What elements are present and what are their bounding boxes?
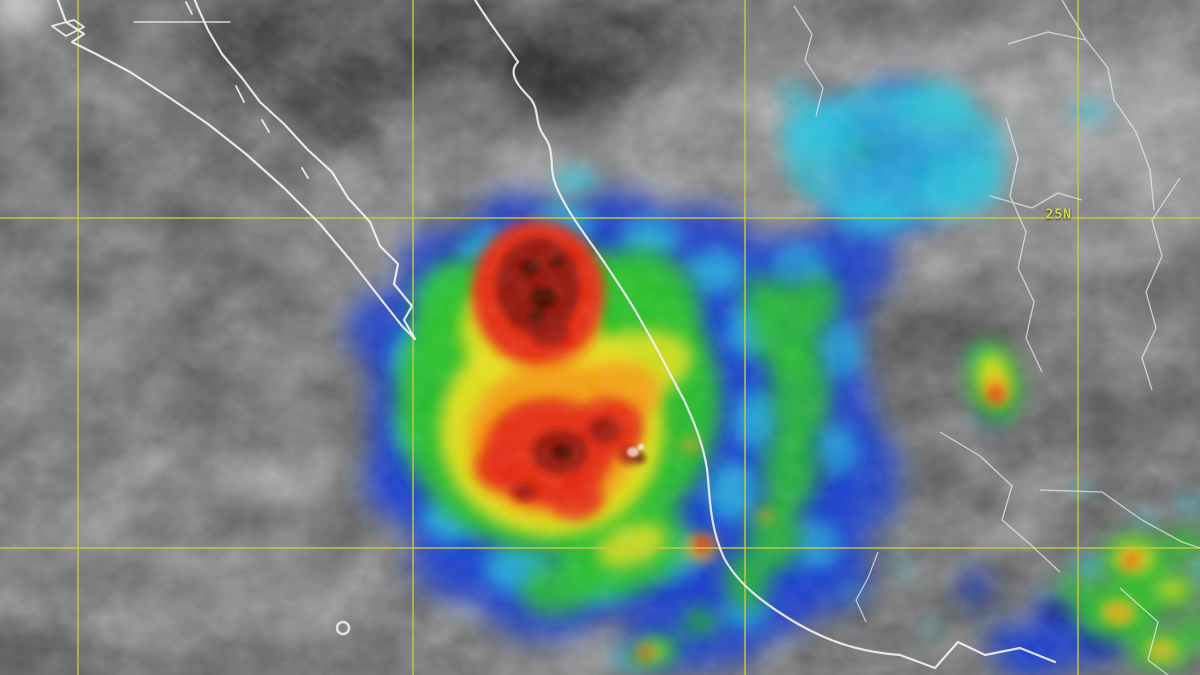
ring-marker xyxy=(335,620,351,636)
state-border xyxy=(1039,489,1200,549)
state-borders xyxy=(793,0,1200,675)
coastline-baja-east xyxy=(193,0,417,341)
coastline-baja-west xyxy=(56,0,417,341)
state-border xyxy=(793,5,824,117)
coastlines xyxy=(51,0,1057,670)
state-border xyxy=(939,431,1061,573)
state-border xyxy=(989,192,1083,209)
state-border xyxy=(855,551,879,623)
coastline-mainland xyxy=(473,0,1057,670)
state-border xyxy=(1119,587,1169,675)
latitude-label: 25N xyxy=(1045,207,1072,223)
coastline-islands xyxy=(51,1,309,179)
state-border xyxy=(1005,117,1043,373)
state-border xyxy=(1007,31,1087,45)
state-border xyxy=(1141,177,1181,391)
